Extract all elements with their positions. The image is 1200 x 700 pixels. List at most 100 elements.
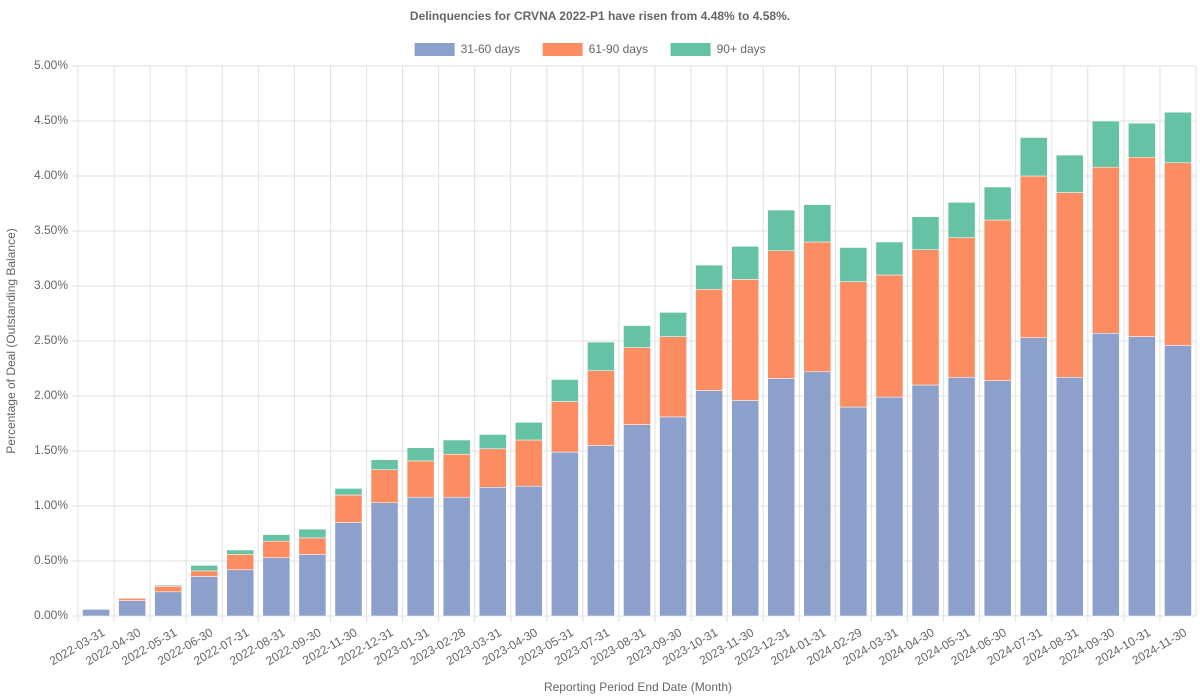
- chart-title: Delinquencies for CRVNA 2022-P1 have ris…: [410, 9, 790, 23]
- bar-segment: [911, 216, 940, 250]
- bar-segment: [334, 522, 363, 617]
- bar-segment: [695, 289, 723, 391]
- bar-segment: [767, 378, 796, 617]
- bar-segment: [154, 584, 182, 587]
- bar-segment: [118, 598, 146, 601]
- bar-segment: [334, 488, 363, 496]
- bar-segment: [767, 209, 796, 252]
- bar-segment: [1019, 175, 1048, 338]
- bar-segment: [190, 565, 219, 572]
- y-tick-label: 1.50%: [34, 443, 68, 457]
- bar-segment: [587, 341, 615, 371]
- bar-segment: [947, 377, 976, 617]
- y-tick-label: 0.50%: [34, 553, 68, 567]
- bar-segment: [551, 451, 579, 617]
- bar-segment: [1128, 336, 1156, 617]
- bar-segment: [478, 487, 507, 617]
- y-tick-label: 4.50%: [34, 113, 68, 127]
- bar-segment: [1056, 192, 1084, 378]
- bar-segment: [226, 549, 255, 555]
- bar-segment: [478, 448, 507, 488]
- bar-segment: [1164, 162, 1192, 346]
- bar-segment: [118, 600, 146, 617]
- bar-segment: [731, 400, 759, 617]
- legend-label: 90+ days: [717, 42, 766, 56]
- bar-segment: [298, 554, 327, 617]
- bar-segment: [551, 379, 579, 402]
- bar-segment: [370, 459, 399, 470]
- y-tick-label: 2.00%: [34, 388, 68, 402]
- bar-segment: [983, 219, 1012, 381]
- x-axis-title: Reporting Period End Date (Month): [544, 680, 732, 694]
- y-tick-label: 1.00%: [34, 498, 68, 512]
- bar-segment: [983, 186, 1012, 221]
- bar-segment: [551, 401, 579, 453]
- y-tick-label: 3.50%: [34, 223, 68, 237]
- bar-segment: [406, 496, 435, 617]
- bar-segment: [154, 591, 182, 617]
- bar-segment: [82, 609, 110, 617]
- bar-segment: [1164, 345, 1192, 617]
- bar-segment: [1092, 120, 1120, 168]
- bar-segment: [1128, 157, 1156, 337]
- bar-segment: [1092, 166, 1120, 334]
- bar-segment: [442, 439, 471, 455]
- bar-segment: [478, 434, 507, 450]
- legend-label: 31-60 days: [461, 42, 520, 56]
- y-axis-title: Percentage of Deal (Outstanding Balance): [4, 228, 18, 453]
- bar-segment: [767, 250, 796, 379]
- bar-segment: [298, 528, 327, 539]
- y-tick-label: 3.00%: [34, 278, 68, 292]
- bar-segment: [226, 569, 255, 617]
- bar-segment: [803, 241, 832, 373]
- bar-segment: [587, 445, 615, 617]
- bar-segment: [803, 371, 832, 617]
- bar-segment: [983, 380, 1012, 617]
- bar-segment: [442, 496, 471, 617]
- bar-segment: [947, 237, 976, 378]
- legend-swatch: [414, 43, 455, 56]
- y-tick-label: 5.00%: [34, 58, 68, 72]
- bar-segment: [1056, 154, 1084, 193]
- bar-segment: [839, 406, 868, 617]
- bar-segment: [1019, 137, 1048, 177]
- bar-segment: [659, 312, 687, 337]
- legend-swatch: [542, 43, 583, 56]
- bar-segment: [1128, 122, 1156, 158]
- bar-segment: [1056, 377, 1084, 617]
- bar-segment: [406, 447, 435, 462]
- bar-segment: [695, 390, 723, 617]
- bar-segment: [731, 279, 759, 401]
- bar-segment: [839, 247, 868, 282]
- legend-swatch: [670, 43, 711, 56]
- bar-segment: [190, 570, 219, 577]
- bar-segment: [623, 325, 651, 348]
- bar-segment: [154, 586, 182, 593]
- bar-segment: [911, 384, 940, 617]
- bar-segment: [190, 576, 219, 617]
- bar-segment: [1092, 333, 1120, 617]
- bar-segment: [659, 336, 687, 418]
- bar-segment: [875, 274, 904, 398]
- bar-segment: [659, 416, 687, 617]
- y-tick-label: 2.50%: [34, 333, 68, 347]
- bar-segment: [370, 502, 399, 617]
- bar-segment: [515, 422, 543, 441]
- bar-segment: [262, 534, 291, 542]
- bar-segment: [1019, 337, 1048, 617]
- bar-segment: [370, 469, 399, 503]
- bar-segment: [226, 554, 255, 571]
- y-tick-label: 4.00%: [34, 168, 68, 182]
- bar-segment: [515, 485, 543, 617]
- bar-segment: [442, 454, 471, 498]
- bar-segment: [298, 537, 327, 555]
- bar-segment: [875, 241, 904, 276]
- bar-segment: [839, 281, 868, 408]
- bar-segment: [587, 370, 615, 446]
- bar-segment: [911, 249, 940, 386]
- bar-segment: [406, 460, 435, 498]
- bar-segment: [623, 424, 651, 617]
- bar-segment: [262, 557, 291, 617]
- y-tick-label: 0.00%: [34, 608, 68, 622]
